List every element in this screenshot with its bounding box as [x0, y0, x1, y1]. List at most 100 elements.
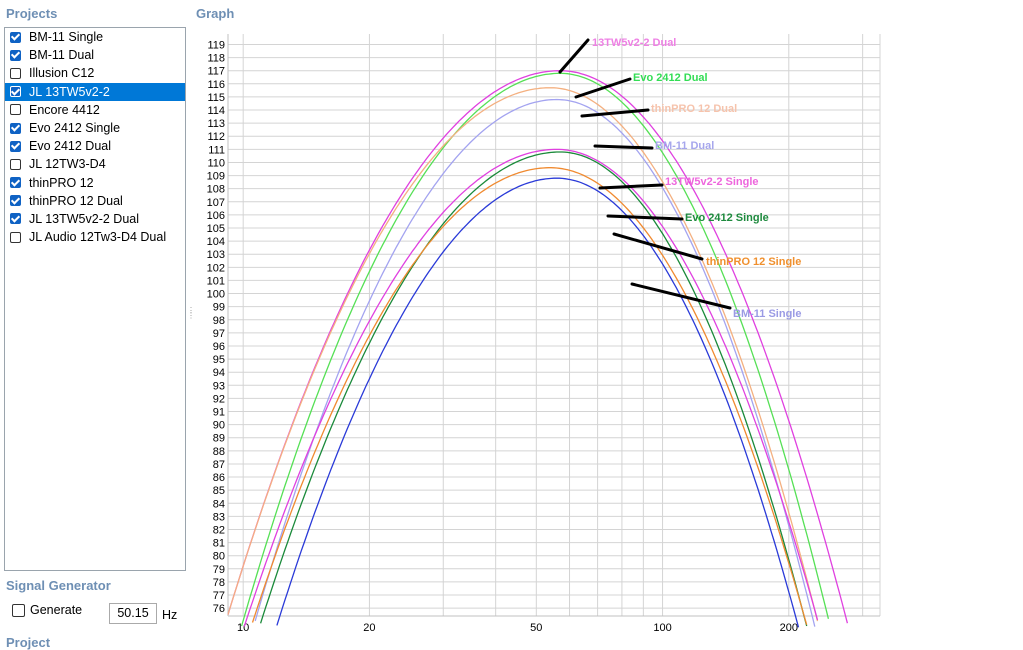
project-label: JL 12TW3-D4: [29, 157, 106, 172]
y-tick-label: 107: [207, 197, 225, 209]
project-label: Evo 2412 Dual: [29, 139, 112, 154]
annotation-label: thinPRO 12 Single: [706, 256, 801, 268]
annotation-label: Evo 2412 Dual: [633, 72, 708, 84]
project-list-item[interactable]: Evo 2412 Single: [5, 119, 185, 137]
x-tick-labels: 10 20 50 100 200: [237, 622, 798, 634]
project-checkbox[interactable]: [10, 49, 21, 61]
project-list-item[interactable]: Evo 2412 Dual: [5, 137, 185, 155]
y-tick-label: 101: [207, 275, 225, 287]
project-list-item[interactable]: Illusion C12: [5, 64, 185, 82]
y-tick-label: 100: [207, 289, 225, 301]
project-list-item[interactable]: JL 13TW5v2-2 Dual: [5, 210, 185, 228]
project-label: BM-11 Single: [29, 30, 104, 45]
y-tick-label: 102: [207, 262, 225, 274]
project-checkbox[interactable]: [10, 67, 21, 79]
y-tick-label: 113: [207, 118, 225, 130]
project-label: thinPRO 12 Dual: [29, 193, 123, 208]
project-checkbox[interactable]: [10, 195, 21, 207]
y-tick-label: 88: [213, 446, 225, 458]
curve-series: [251, 167, 808, 625]
frequency-unit-label: Hz: [162, 608, 178, 622]
project-list[interactable]: BM-11 Single BM-11 Dual Illusion C12 JL 13T…: [4, 27, 186, 571]
annotation-pointer: [612, 232, 704, 261]
grid-lines: [227, 34, 881, 617]
y-tick-label: 108: [207, 184, 225, 196]
curve-series: [254, 98, 816, 627]
annotation-label: thinPRO 12 Dual: [651, 103, 737, 115]
y-tick-label: 77: [213, 590, 225, 602]
y-tick-label: 81: [213, 538, 225, 550]
annotation-label: BM-11 Dual: [655, 140, 714, 152]
annotation-pointer: [580, 108, 650, 118]
frequency-input[interactable]: 50.15: [109, 603, 157, 624]
project-label: Evo 2412 Single: [29, 121, 121, 136]
x-tick-label: 100: [653, 622, 671, 634]
annotation-label: 13TW5v2-2 Dual: [592, 37, 676, 49]
y-tick-label: 96: [213, 341, 225, 353]
project-label: JL 13TW5v2-2 Dual: [29, 211, 139, 226]
project-checkbox[interactable]: [10, 122, 21, 134]
curve-series: [276, 177, 800, 628]
y-tick-label: 82: [213, 524, 225, 536]
project-checkbox[interactable]: [10, 158, 21, 170]
annotation-pointer: [598, 183, 664, 190]
project-list-item[interactable]: BM-11 Single: [5, 28, 185, 46]
y-tick-label: 90: [213, 420, 225, 432]
project-checkbox[interactable]: [10, 140, 21, 152]
generate-label: Generate: [30, 603, 83, 617]
curve-series: [243, 148, 819, 627]
project-checkbox[interactable]: [10, 231, 21, 243]
y-tick-label: 92: [213, 393, 225, 405]
project-list-item[interactable]: JL Audio 12Tw3-D4 Dual: [5, 228, 185, 246]
y-tick-label: 76: [213, 603, 225, 615]
x-tick-label: 50: [530, 622, 542, 634]
project-section-title: Project: [6, 635, 51, 650]
signal-generator-title: Signal Generator: [6, 578, 111, 593]
y-tick-label: 93: [213, 380, 225, 392]
y-tick-label: 110: [207, 157, 225, 169]
annotation-pointer: [593, 144, 654, 150]
y-tick-label: 91: [213, 407, 225, 419]
y-tick-label: 111: [208, 144, 225, 156]
x-tick-label: 200: [780, 622, 798, 634]
project-list-item[interactable]: JL 12TW3-D4: [5, 155, 185, 173]
curve-series: [240, 72, 830, 627]
y-tick-label: 99: [213, 302, 225, 314]
y-tick-label: 115: [207, 92, 225, 104]
project-label: Illusion C12: [29, 66, 95, 81]
project-list-item[interactable]: thinPRO 12 Dual: [5, 192, 185, 210]
generate-checkbox[interactable]: [12, 603, 25, 617]
project-label: JL Audio 12Tw3-D4 Dual: [29, 230, 167, 245]
y-tick-label: 116: [207, 79, 225, 91]
project-list-item[interactable]: BM-11 Dual: [5, 46, 185, 64]
project-label: BM-11 Dual: [29, 48, 95, 63]
project-checkbox[interactable]: [10, 86, 21, 98]
y-tick-label: 78: [213, 577, 225, 589]
project-list-item[interactable]: thinPRO 12: [5, 174, 185, 192]
y-tick-label: 104: [207, 236, 225, 248]
annotation-label: 13TW5v2-2 Single: [665, 176, 759, 188]
x-tick-label: 20: [363, 622, 375, 634]
annotation-label: Evo 2412 Single: [685, 212, 769, 224]
projects-section-title: Projects: [6, 6, 58, 21]
project-checkbox[interactable]: [10, 31, 21, 43]
project-label: JL 13TW5v2-2: [29, 84, 110, 99]
project-checkbox[interactable]: [10, 213, 21, 225]
curve-series: [227, 87, 819, 622]
project-label: Encore 4412: [29, 102, 100, 117]
y-tick-label: 89: [213, 433, 225, 445]
x-tick-label: 10: [237, 622, 249, 634]
y-tick-label: 109: [207, 171, 225, 183]
project-checkbox[interactable]: [10, 104, 21, 116]
project-checkbox[interactable]: [10, 177, 21, 189]
project-list-item[interactable]: JL 13TW5v2-2: [5, 82, 185, 101]
y-tick-label: 98: [213, 315, 225, 327]
y-tick-label: 105: [207, 223, 225, 235]
graph-section-title: Graph: [196, 6, 235, 21]
project-list-item[interactable]: Encore 4412: [5, 101, 185, 119]
y-tick-label: 119: [207, 39, 225, 51]
y-tick-label: 79: [213, 564, 225, 576]
generate-checkbox-row[interactable]: Generate: [12, 603, 82, 617]
annotation-pointer: [558, 38, 590, 74]
